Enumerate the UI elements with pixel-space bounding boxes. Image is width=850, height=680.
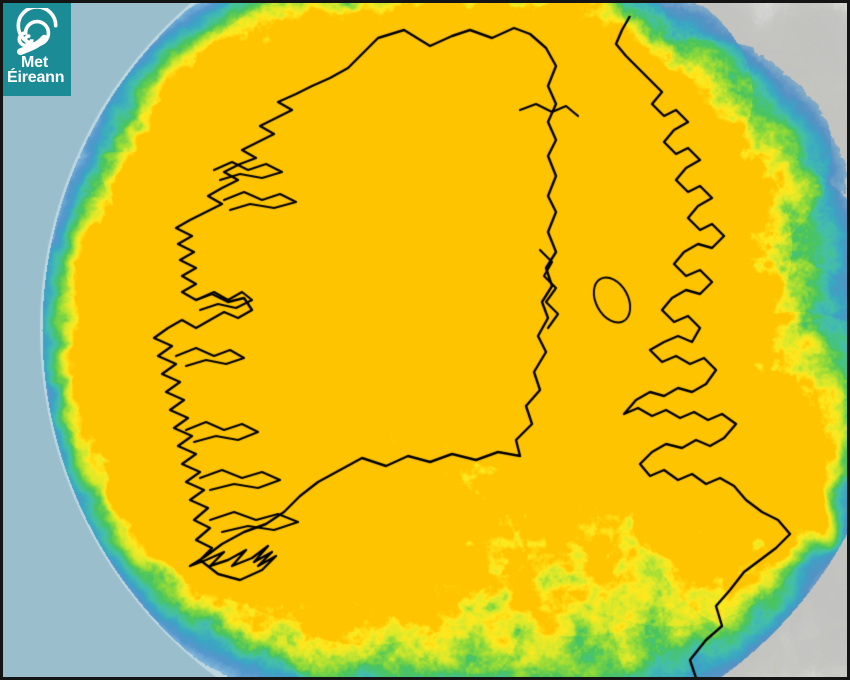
logo-wordmark: Met Éireann bbox=[7, 54, 71, 87]
radar-map-canvas[interactable] bbox=[3, 3, 847, 677]
logo-line-1: Met bbox=[21, 54, 48, 71]
logo-line-2: Éireann bbox=[7, 69, 65, 87]
met-eireann-spiral-icon bbox=[16, 8, 58, 56]
met-eireann-logo[interactable]: Met Éireann bbox=[3, 3, 71, 96]
